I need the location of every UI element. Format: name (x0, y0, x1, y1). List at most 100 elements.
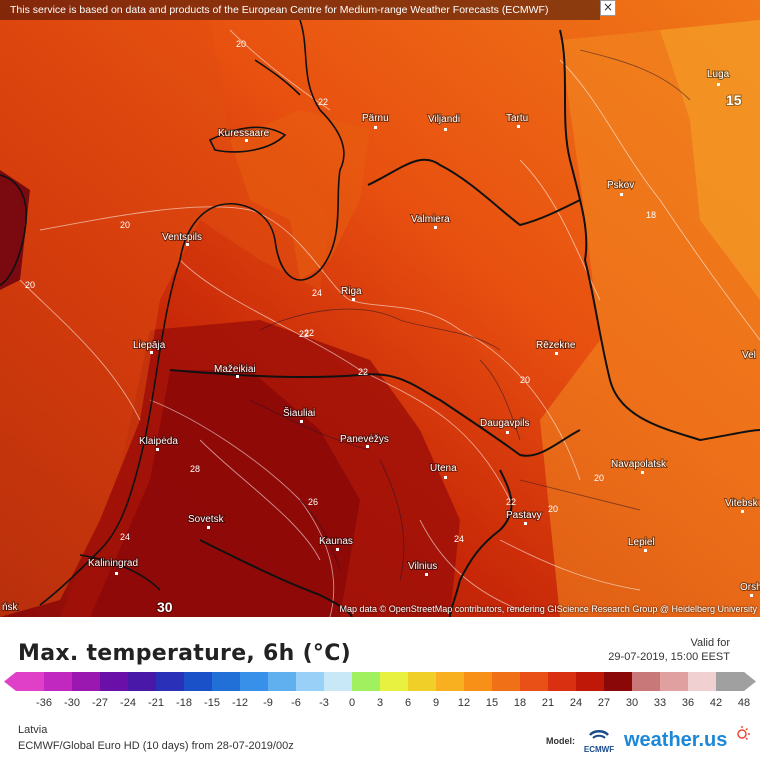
legend-title: Max. temperature, 6h (°C) (18, 641, 352, 666)
svg-text:Luga: Luga (707, 69, 730, 80)
svg-text:20: 20 (548, 504, 558, 514)
city-parnu[interactable]: Pärnu (361, 112, 390, 129)
city-lepiel[interactable]: Lepiel (627, 536, 656, 552)
svg-text:Šiauliai: Šiauliai (283, 406, 315, 419)
svg-text:Navapolatsk: Navapolatsk (611, 459, 667, 470)
svg-text:Rēzekne: Rēzekne (536, 340, 576, 351)
svg-text:Ventspils: Ventspils (162, 232, 202, 243)
city-orsh[interactable]: Orsh (739, 581, 760, 597)
svg-text:20: 20 (120, 220, 130, 230)
svg-text:Sovetsk: Sovetsk (188, 514, 225, 525)
scale-segment (464, 672, 493, 691)
scale-tick-label: 24 (569, 697, 583, 709)
svg-text:Pskov: Pskov (607, 180, 634, 191)
ecmwf-logo[interactable]: ECMWF (582, 727, 616, 755)
svg-text:26: 26 (308, 497, 318, 507)
scale-segment (324, 672, 353, 691)
city-kaliningrad[interactable]: Kaliningrad (87, 557, 139, 575)
scale-segment (352, 672, 381, 691)
coastline (0, 19, 345, 606)
city-klaipeda[interactable]: Klaipėda (138, 435, 179, 451)
svg-text:22: 22 (358, 367, 368, 377)
svg-text:22: 22 (299, 329, 309, 339)
svg-text:20: 20 (236, 39, 246, 49)
city-utena[interactable]: Utena (429, 462, 458, 479)
valid-for-label: Valid for (690, 637, 730, 649)
city-pskov[interactable]: Pskov (606, 179, 635, 196)
city-navapolatsk[interactable]: Navapolatsk (610, 458, 668, 474)
svg-text:Daugavpils: Daugavpils (480, 418, 529, 429)
city-ventspils[interactable]: Ventspils (161, 231, 203, 246)
city-tartu[interactable]: Tartu (505, 112, 529, 128)
city-siauliai[interactable]: Šiauliai (282, 405, 316, 423)
svg-text:Riga: Riga (341, 286, 362, 297)
isotherm-lines (19, 29, 760, 617)
city-nsk[interactable]: ńsk (1, 601, 20, 614)
city-vel[interactable]: Vel (741, 349, 757, 362)
svg-text:Orsh: Orsh (740, 582, 760, 593)
city-kaunas[interactable]: Kaunas (318, 535, 354, 551)
valid-for-value: 29-07-2019, 15:00 EEST (608, 651, 730, 663)
city-vitebsk[interactable]: Vitebsk (724, 497, 760, 513)
city-sovetsk[interactable]: Sovetsk (187, 513, 226, 529)
svg-text:20: 20 (25, 280, 35, 290)
svg-text:Kaunas: Kaunas (319, 536, 353, 547)
min-value-label: 30 (157, 599, 173, 615)
city-daugavpils[interactable]: Daugavpils (479, 417, 530, 434)
city-luga[interactable]: Luga (706, 68, 731, 86)
weather-us-logo[interactable]: weather.us (624, 724, 754, 754)
scale-segment (688, 672, 717, 691)
svg-text:Vel: Vel (742, 350, 756, 361)
city-rezekne[interactable]: Rēzekne (535, 339, 577, 355)
svg-text:Panevėžys: Panevėžys (340, 434, 389, 445)
region-borders (249, 49, 691, 581)
svg-text:Pärnu: Pärnu (362, 113, 389, 124)
scale-segment (436, 672, 465, 691)
city-valmiera[interactable]: Valmiera (410, 213, 451, 229)
svg-text:22: 22 (318, 97, 328, 107)
svg-text:weather.us: weather.us (624, 729, 727, 751)
legend-panel: Max. temperature, 6h (°C) Valid for 29-0… (0, 617, 760, 760)
contour-labels: 20 22 20 20 22 24 22 22 20 18 20 22 24 2… (25, 39, 656, 544)
svg-text:20: 20 (594, 473, 604, 483)
svg-text:Utena: Utena (430, 463, 457, 474)
forecast-map[interactable]: Kuressaare Pärnu Viljandi Tartu Luga Psk… (0, 0, 760, 617)
max-value-label: 15 (726, 92, 742, 108)
city-viljandi[interactable]: Viljandi (427, 113, 461, 131)
scale-segment (16, 672, 45, 691)
scale-tick-label: -36 (36, 697, 52, 709)
svg-text:Klaipėda: Klaipėda (139, 436, 178, 447)
map-attribution: Map data © OpenStreetMap contributors, r… (339, 604, 757, 614)
city-vilnius[interactable]: Vilnius (407, 560, 438, 576)
scale-segment (268, 672, 297, 691)
scale-segment (44, 672, 73, 691)
scale-tick-label: 3 (376, 697, 384, 709)
city-pastavy[interactable]: Pastavy (505, 509, 543, 525)
svg-text:Valmiera: Valmiera (411, 214, 450, 225)
svg-text:22: 22 (304, 328, 314, 338)
scale-arrow-right (744, 672, 756, 691)
coolest-zone (660, 20, 760, 300)
scale-segment (100, 672, 129, 691)
ecmwf-notice-banner: This service is based on data and produc… (0, 0, 600, 20)
scale-tick-label: -12 (232, 697, 248, 709)
scale-segment (296, 672, 325, 691)
map-canvas: Kuressaare Pärnu Viljandi Tartu Luga Psk… (0, 0, 760, 617)
city-layer: Kuressaare Pärnu Viljandi Tartu Luga Psk… (1, 68, 760, 614)
close-banner-button[interactable]: × (600, 0, 616, 16)
city-riga[interactable]: Riga (340, 285, 363, 301)
country-borders (169, 29, 760, 617)
scale-tick-label: -9 (263, 697, 273, 709)
scale-segment (156, 672, 185, 691)
city-panevezys[interactable]: Panevėžys (339, 433, 390, 448)
scale-segment (520, 672, 549, 691)
scale-segment (72, 672, 101, 691)
scale-tick-label: -21 (148, 697, 164, 709)
city-liepaja[interactable]: Liepāja (132, 339, 167, 354)
city-kuressaare[interactable]: Kuressaare (217, 127, 271, 142)
svg-text:Tartu: Tartu (506, 113, 528, 124)
scale-tick-label: 6 (404, 697, 412, 709)
city-mazeikiai[interactable]: Mažeikiai (213, 363, 257, 378)
scale-tick-label: 33 (653, 697, 667, 709)
scale-tick-label: -30 (64, 697, 80, 709)
